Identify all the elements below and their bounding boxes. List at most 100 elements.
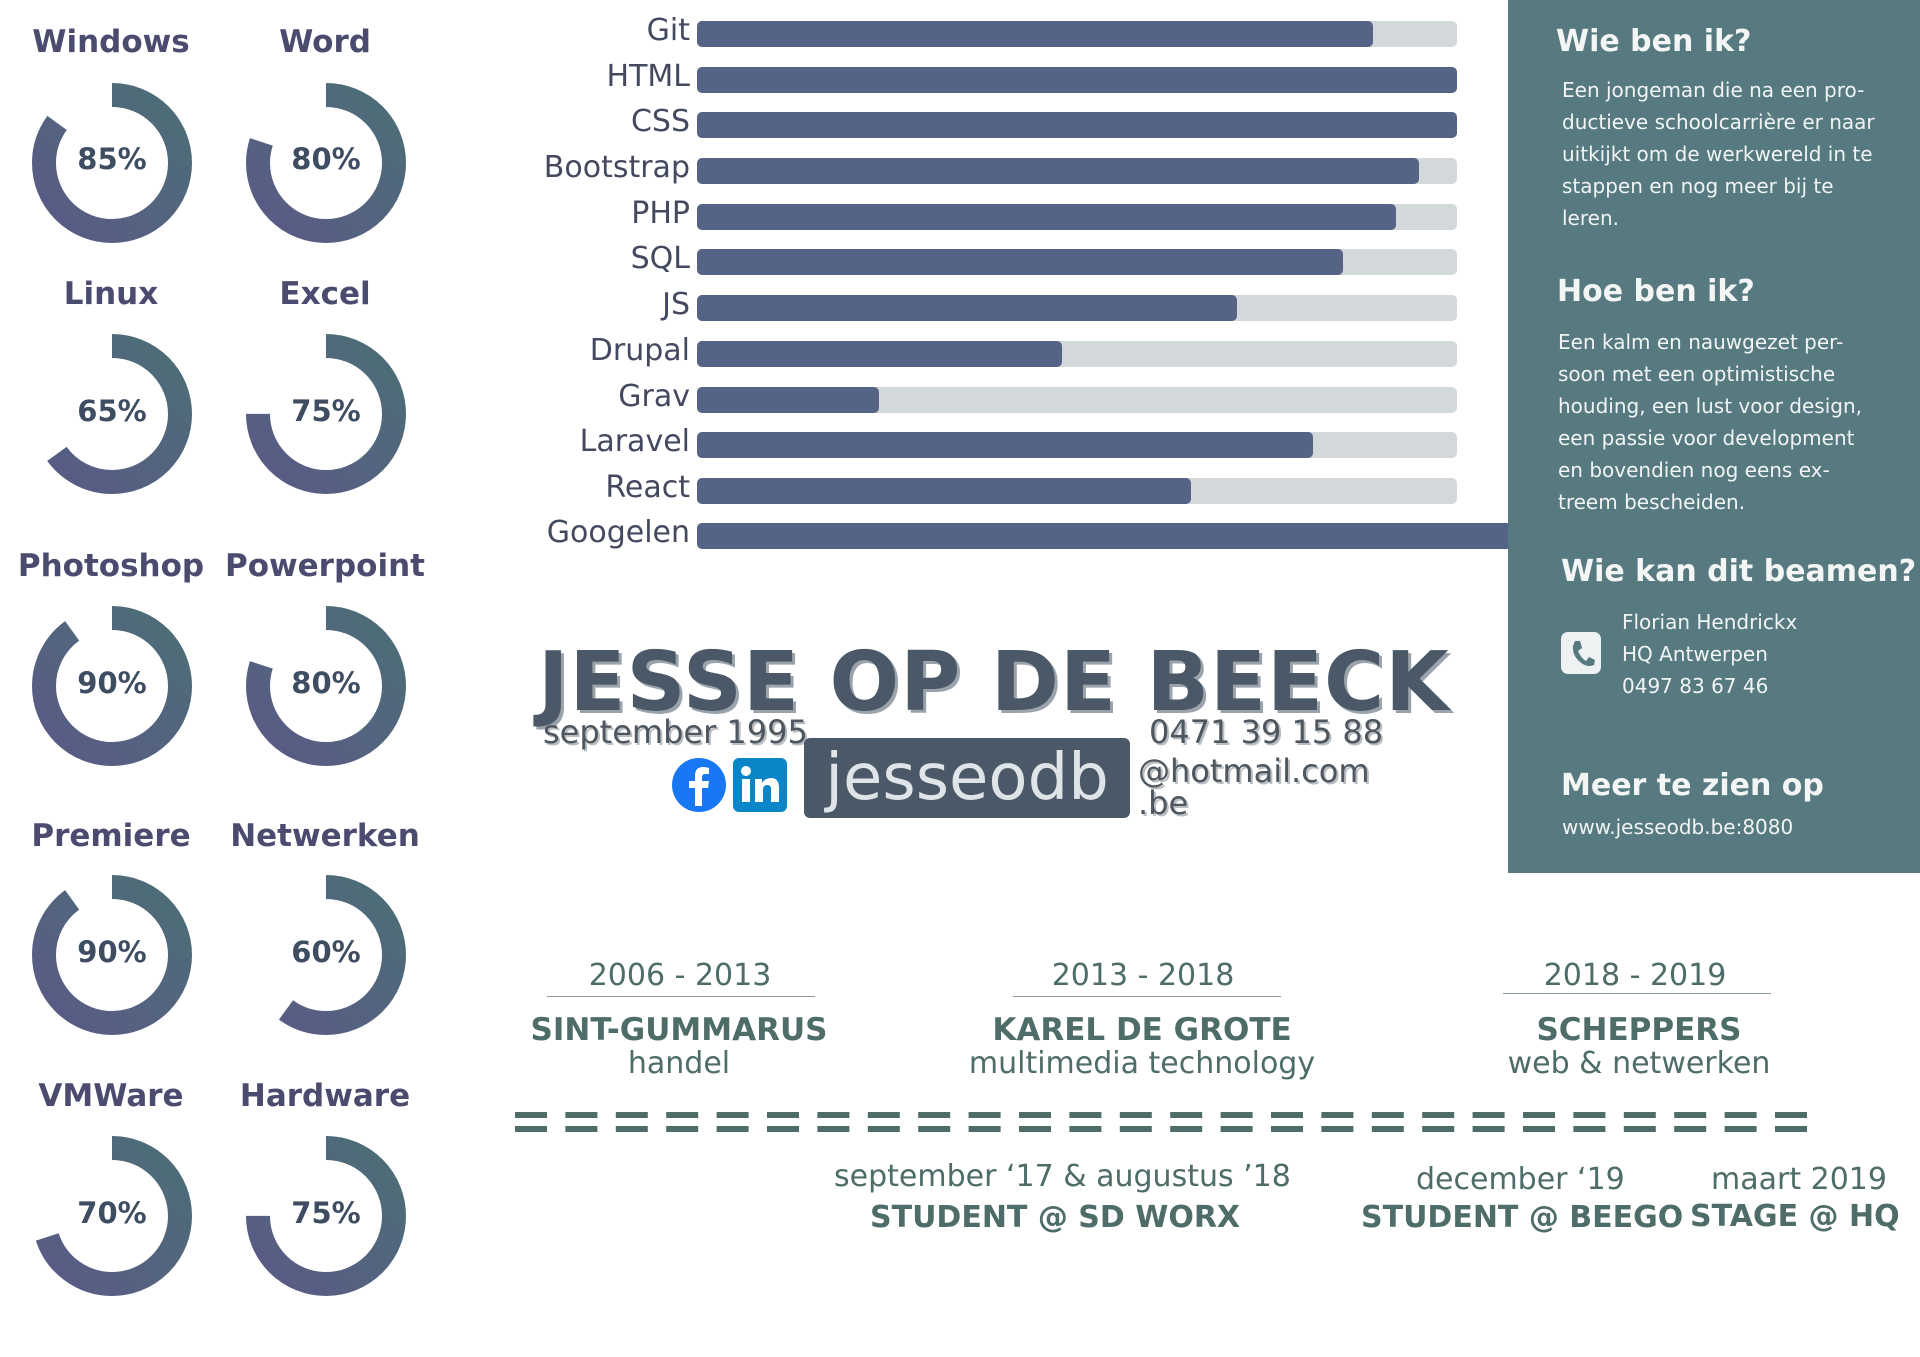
job-title: STAGE @ HQ	[1690, 1199, 1900, 1234]
bar-fill-js	[697, 295, 1237, 321]
ring-label-photoshop: Photoshop	[17, 548, 205, 584]
bar-fill-bootstrap	[697, 158, 1419, 184]
ring-label-linux: Linux	[63, 276, 159, 312]
timeline-dash	[565, 1112, 598, 1118]
bar-track-laravel	[697, 432, 1457, 458]
timeline-dash	[615, 1112, 648, 1118]
ring-gauge-netwerken	[246, 875, 406, 1035]
ring-gauge-powerpoint	[246, 606, 406, 766]
bar-fill-react	[697, 478, 1191, 504]
bar-track-php	[697, 204, 1457, 230]
job-title: STUDENT @ SD WORX	[870, 1200, 1241, 1235]
website-link[interactable]: www.jesseodb.be:8080	[1562, 815, 1794, 839]
reference-company: HQ Antwerpen	[1622, 642, 1768, 666]
timeline-dash	[918, 1112, 951, 1118]
timeline-dash	[1674, 1126, 1707, 1132]
education-years: 2013 - 2018	[1051, 958, 1235, 993]
phone-icon	[1561, 632, 1601, 674]
bar-fill-drupal	[697, 341, 1062, 367]
ring-label-premiere: Premiere	[31, 818, 191, 854]
ring-value-premiere: 90%	[77, 935, 147, 969]
job-date: maart 2019	[1711, 1162, 1887, 1197]
bar-track-sql	[697, 249, 1457, 275]
education-school: SINT-GUMMARUS	[530, 1012, 828, 1048]
timeline-dash	[1623, 1112, 1656, 1118]
reference-phone[interactable]: 0497 83 67 46	[1622, 674, 1769, 698]
email-user-badge[interactable]: jesseodb	[804, 738, 1130, 818]
timeline-dash	[1775, 1126, 1807, 1132]
facebook-icon[interactable]	[672, 758, 726, 812]
timeline-dash	[1422, 1112, 1455, 1118]
ring-value-excel: 75%	[291, 394, 361, 428]
timeline-dash	[1220, 1112, 1253, 1118]
education-divider	[547, 996, 815, 997]
bar-label-bootstrap: Bootstrap	[543, 150, 690, 185]
how-line: Een kalm en nauwgezet per-	[1558, 330, 1844, 354]
timeline-dash	[1069, 1112, 1102, 1118]
timeline-dash	[1321, 1126, 1354, 1132]
timeline-dash	[918, 1126, 951, 1132]
education-years: 2018 - 2019	[1543, 958, 1727, 993]
job-date: september ‘17 & augustus ’18	[834, 1159, 1291, 1194]
timeline-dash	[565, 1126, 598, 1132]
timeline-dash	[1573, 1112, 1606, 1118]
timeline-dash	[767, 1126, 799, 1132]
timeline-dash	[1069, 1126, 1102, 1132]
bar-track-googelen	[697, 523, 1533, 549]
timeline-dash	[1019, 1126, 1051, 1132]
linkedin-icon[interactable]	[733, 758, 787, 812]
how-heading: Hoe ben ik?	[1557, 274, 1755, 309]
timeline-dash	[1724, 1126, 1757, 1132]
bar-track-react	[697, 478, 1457, 504]
timeline-dashes	[515, 1112, 1807, 1132]
phone-number[interactable]: 0471 39 15 88	[1149, 713, 1384, 751]
timeline-dash	[1271, 1126, 1303, 1132]
timeline-dash	[515, 1112, 547, 1118]
how-text: Een kalm en nauwgezet per- soon met een …	[1558, 326, 1898, 518]
who-line: Een jongeman die na een pro-	[1562, 78, 1865, 102]
who-line: leren.	[1562, 206, 1619, 230]
bar-fill-grav	[697, 387, 880, 413]
ring-value-vmware: 70%	[77, 1196, 147, 1230]
timeline-dash	[1170, 1112, 1203, 1118]
job-title: STUDENT @ BEEGO	[1361, 1200, 1684, 1235]
bar-fill-html	[697, 67, 1457, 93]
bar-label-drupal: Drupal	[589, 333, 690, 368]
timeline-dash	[767, 1112, 799, 1118]
bar-track-git	[697, 21, 1457, 47]
ring-value-windows: 85%	[77, 142, 147, 176]
how-line: een passie voor development	[1558, 426, 1855, 450]
education-school: KAREL DE GROTE	[992, 1012, 1292, 1048]
who-text: Een jongeman die na een pro- ductieve sc…	[1562, 74, 1902, 234]
how-line: en bovendien nog eens ex-	[1558, 458, 1830, 482]
bar-fill-laravel	[697, 432, 1313, 458]
ring-gauge-word	[246, 83, 406, 243]
bar-track-drupal	[697, 341, 1457, 367]
timeline-dash	[1523, 1126, 1555, 1132]
timeline-dash	[1724, 1112, 1757, 1118]
timeline-dash	[666, 1112, 699, 1118]
ring-gauge-excel	[246, 334, 406, 494]
ring-label-excel: Excel	[279, 276, 371, 312]
bar-label-css: CSS	[630, 104, 690, 139]
ring-label-powerpoint: Powerpoint	[225, 548, 425, 584]
who-heading: Wie ben ik?	[1556, 24, 1752, 59]
who-line: uitkijkt om de werkwereld in te	[1562, 142, 1873, 166]
bar-track-html	[697, 67, 1457, 93]
bar-label-html: HTML	[606, 59, 690, 94]
bar-fill-css	[697, 112, 1457, 138]
timeline-dash	[515, 1126, 547, 1132]
education-field: multimedia technology	[968, 1046, 1316, 1081]
timeline-dash	[867, 1126, 900, 1132]
timeline-dash	[968, 1126, 1001, 1132]
birth-date: september 1995	[543, 713, 808, 751]
timeline-dash	[1472, 1112, 1505, 1118]
timeline-dash	[1119, 1126, 1152, 1132]
reference-name: Florian Hendrickx	[1622, 610, 1798, 634]
timeline-dash	[1573, 1126, 1606, 1132]
ring-value-word: 80%	[291, 142, 361, 176]
ring-value-netwerken: 60%	[291, 935, 361, 969]
timeline-dash	[1271, 1112, 1303, 1118]
bar-label-laravel: Laravel	[579, 424, 690, 459]
timeline-dash	[867, 1112, 900, 1118]
